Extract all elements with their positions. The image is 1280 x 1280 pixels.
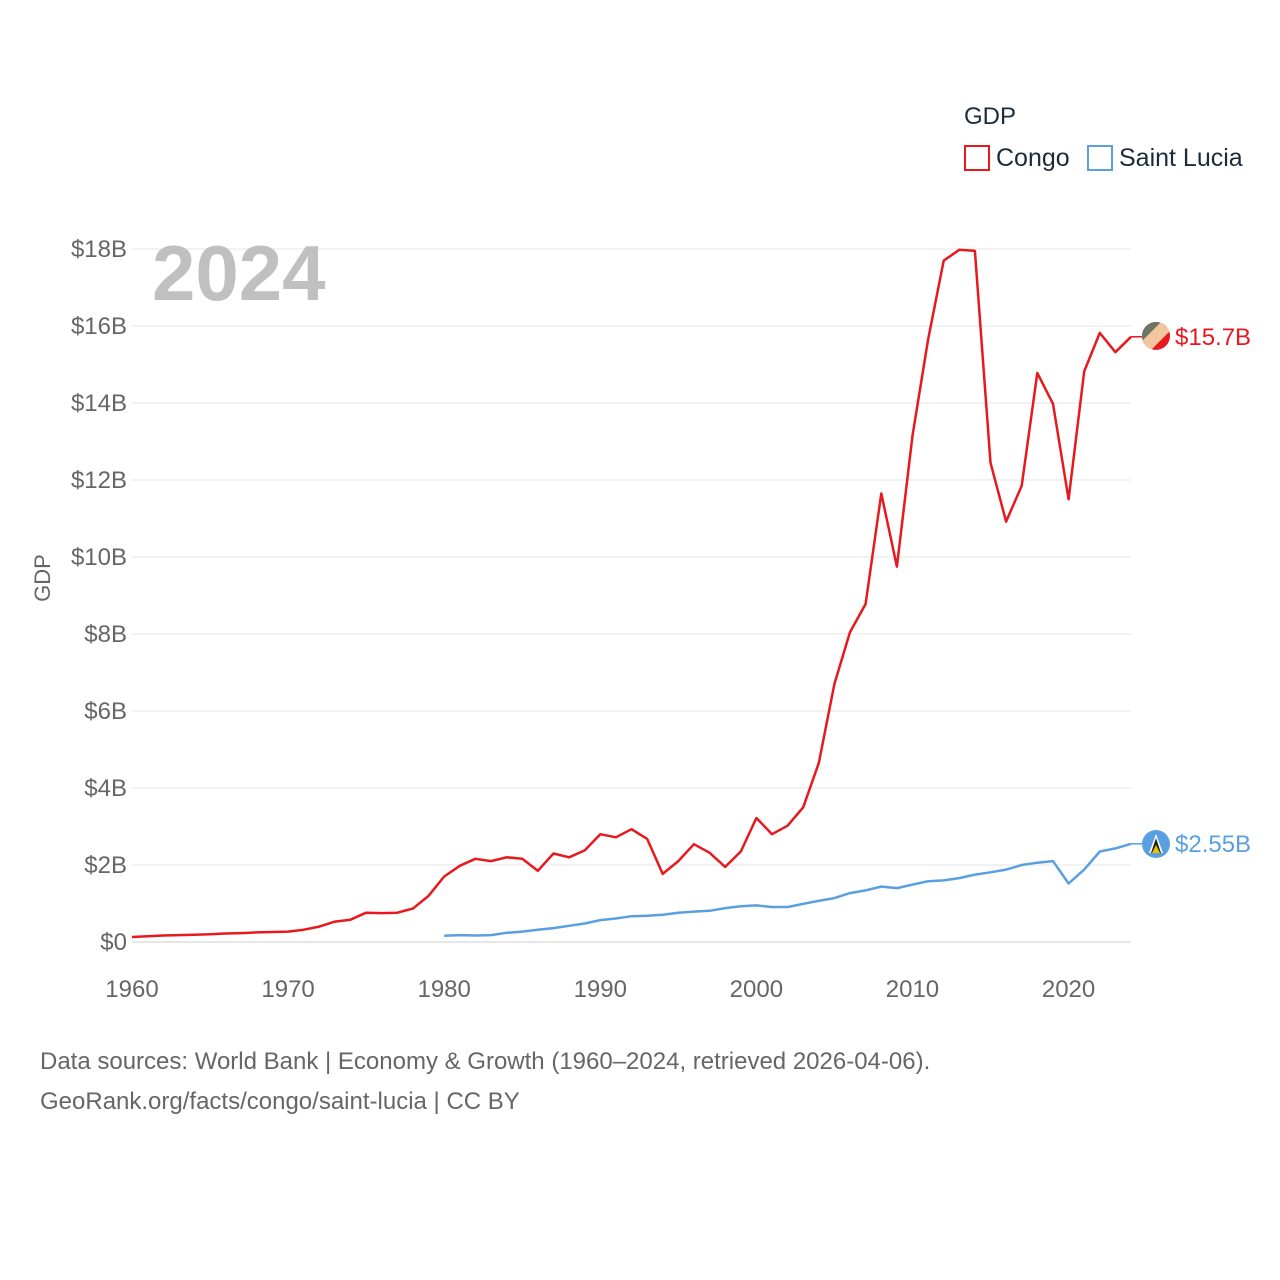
x-tick-label: 2000	[730, 976, 783, 1003]
y-axis-label: GDP	[30, 554, 55, 602]
end-value-label-saint-lucia: $2.55B	[1175, 831, 1251, 858]
end-value-label-congo: $15.7B	[1175, 324, 1251, 351]
legend-swatch-saint-lucia[interactable]	[1087, 145, 1113, 171]
x-axis-ticks: 1960 1970 1980 1990 2000 2010 2020	[105, 976, 1095, 1003]
series-line-congo[interactable]	[131, 248, 1132, 939]
x-tick-label: 2010	[886, 976, 939, 1003]
x-tick-label: 1980	[417, 976, 470, 1003]
congo-flag-icon	[1142, 322, 1170, 350]
x-tick-label: 1970	[261, 976, 314, 1003]
year-label: 2024	[152, 229, 326, 317]
y-tick-label: $18B	[71, 236, 127, 263]
end-labels: $15.7B $2.55B	[1175, 324, 1251, 858]
y-tick-label: $0	[100, 929, 127, 956]
x-tick-label: 2020	[1042, 976, 1095, 1003]
legend-label-saint-lucia[interactable]: Saint Lucia	[1119, 144, 1243, 172]
x-tick-label: 1990	[574, 976, 627, 1003]
y-tick-label: $12B	[71, 467, 127, 494]
y-tick-label: $8B	[84, 621, 127, 648]
footer: Data sources: World Bank | Economy & Gro…	[40, 1042, 930, 1122]
series-lines	[131, 248, 1142, 939]
legend-swatch-congo[interactable]	[964, 145, 990, 171]
legend-title: GDP	[964, 103, 1016, 130]
y-axis-ticks: $0 $2B $4B $6B $8B $10B $12B $14B $16B $18B	[71, 236, 127, 956]
series-line-saint-lucia[interactable]	[444, 842, 1132, 938]
y-tick-label: $6B	[84, 698, 127, 725]
legend[interactable]: GDP Congo Saint Lucia	[964, 103, 1243, 172]
data-sources-note: Data sources: World Bank | Economy & Gro…	[40, 1048, 931, 1075]
y-tick-label: $4B	[84, 775, 127, 802]
y-tick-label: $16B	[71, 313, 127, 340]
y-tick-label: $14B	[71, 390, 127, 417]
source-link[interactable]: GeoRank.org/facts/congo/saint-lucia | CC…	[40, 1088, 520, 1115]
x-tick-label: 1960	[105, 976, 158, 1003]
legend-label-congo[interactable]: Congo	[996, 144, 1070, 172]
saint-lucia-flag-icon	[1142, 830, 1170, 858]
y-tick-label: $2B	[84, 852, 127, 879]
grid-lines	[132, 248, 1131, 943]
y-tick-label: $10B	[71, 544, 127, 571]
